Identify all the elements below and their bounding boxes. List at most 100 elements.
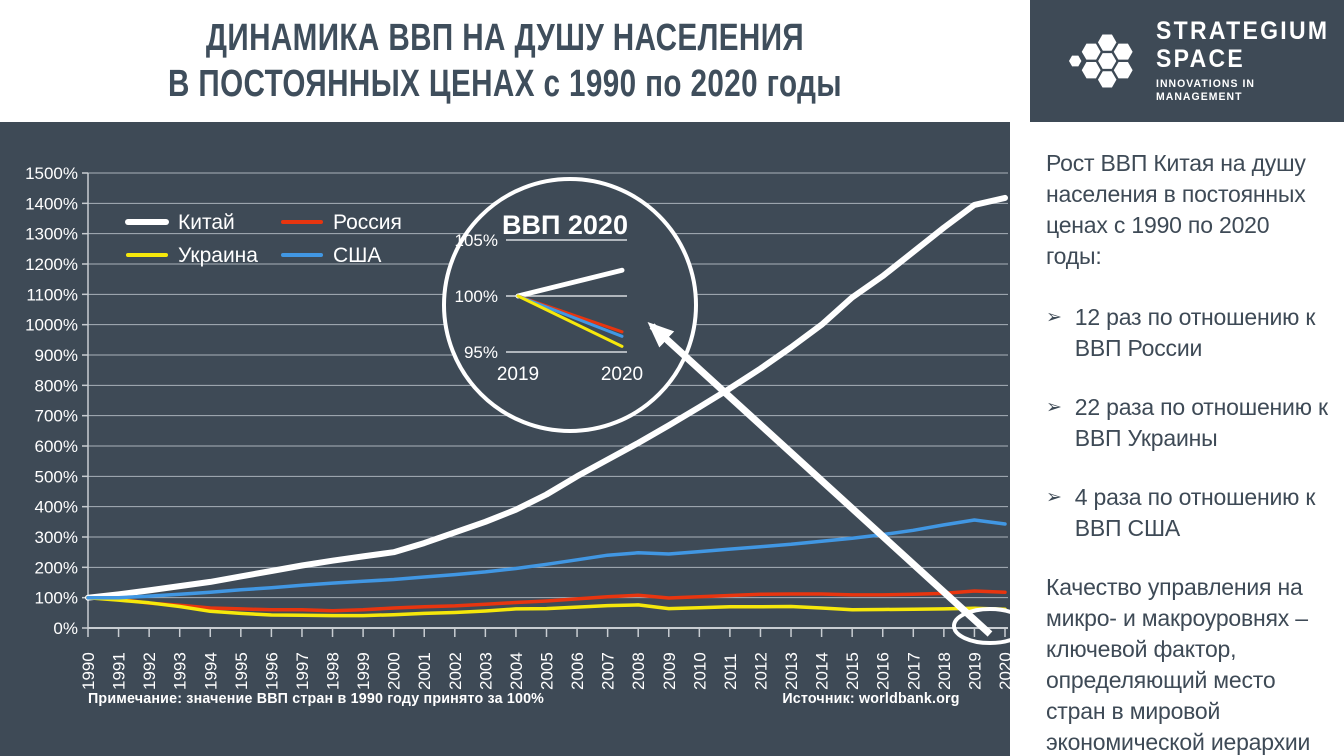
x-tick-label: 1990 bbox=[79, 652, 98, 690]
y-tick-label: 1500% bbox=[25, 164, 78, 183]
source-note: Источник: worldbank.org bbox=[782, 690, 960, 707]
x-tick-label: 1994 bbox=[201, 652, 220, 690]
series-lines bbox=[85, 194, 1008, 618]
sidebar-bullet: ➢ 22 раза по отношению к ВВП Украины bbox=[1046, 392, 1330, 454]
x-tick-label: 1991 bbox=[110, 652, 129, 690]
y-axis-labels: 0% 100% 200% 300% 400% 500% 600% 700% 800% 900% 10… bbox=[25, 164, 78, 638]
x-tick-label: 1995 bbox=[232, 652, 251, 690]
series-line-Украина bbox=[86, 595, 1007, 618]
y-tick-label: 500% bbox=[35, 467, 78, 486]
inset-x-label: 2020 bbox=[601, 364, 643, 385]
x-tick-label: 1992 bbox=[140, 652, 159, 690]
legend: Китай Россия Украина США bbox=[125, 211, 402, 267]
inset-series-line-США bbox=[516, 294, 624, 338]
legend-label-США: США bbox=[333, 244, 381, 267]
series-line-Россия bbox=[86, 589, 1007, 613]
page-title-line2: В ПОСТОЯННЫХ ЦЕНАХ с 1990 по 2020 годы bbox=[168, 63, 842, 105]
x-axis: 1990 1991 1992 1993 1994 1995 1996 1997 1998 1999… bbox=[79, 628, 1015, 690]
x-tick-label: 2017 bbox=[904, 652, 923, 690]
y-tick-label: 600% bbox=[35, 437, 78, 456]
logo: STRATEGIUM SPACE INNOVATIONS IN MANAGEME… bbox=[1030, 0, 1344, 122]
x-tick-label: 2011 bbox=[721, 653, 740, 690]
legend-label-Россия: Россия bbox=[333, 211, 402, 234]
y-tick-label: 800% bbox=[35, 376, 78, 395]
x-tick-label: 2007 bbox=[599, 652, 618, 690]
logo-hexagon bbox=[1079, 59, 1104, 81]
y-tick-label: 1200% bbox=[25, 255, 78, 274]
y-tick-label: 0% bbox=[53, 619, 78, 638]
bullet-arrow-icon: ➢ bbox=[1046, 487, 1062, 508]
x-tick-label: 2010 bbox=[690, 652, 709, 690]
y-tick-label: 1300% bbox=[25, 225, 78, 244]
x-tick-label: 2008 bbox=[629, 652, 648, 690]
series-line-Китай bbox=[85, 194, 1008, 601]
sidebar: Рост ВВП Китая на душу населения в посто… bbox=[1010, 122, 1344, 756]
y-tick-label: 900% bbox=[35, 346, 78, 365]
logo-hexagon bbox=[1079, 41, 1104, 63]
sidebar-bullet: ➢ 12 раз по отношению к ВВП России bbox=[1046, 302, 1330, 364]
x-tick-label: 2000 bbox=[385, 652, 404, 690]
y-tick-label: 400% bbox=[35, 498, 78, 517]
sidebar-outro: Качество управления на микро- и макроуро… bbox=[1046, 574, 1311, 755]
logo-name-top: STRATEGIUM bbox=[1155, 16, 1329, 45]
inset-y-label: 95% bbox=[464, 343, 498, 362]
legend-label-Украина: Украина bbox=[178, 244, 258, 267]
x-tick-label: 2015 bbox=[843, 652, 862, 690]
y-tick-label: 1000% bbox=[25, 316, 78, 335]
x-tick-label: 2002 bbox=[446, 652, 465, 690]
logo-tagline: INNOVATIONS IN MANAGEMENT bbox=[1155, 77, 1255, 103]
x-tick-label: 2001 bbox=[415, 652, 434, 690]
callout-arrow bbox=[647, 321, 993, 637]
title-band: ДИНАМИКА ВВП НА ДУШУ НАСЕЛЕНИЯ В ПОСТОЯН… bbox=[0, 0, 1010, 122]
inset-circle bbox=[442, 177, 698, 433]
logo-hexagons-icon bbox=[1066, 32, 1136, 90]
x-tick-label: 1996 bbox=[262, 652, 281, 690]
logo-hexagon bbox=[1110, 59, 1136, 81]
y-tick-label: 1400% bbox=[25, 194, 78, 213]
sidebar-bullet-list: ➢ 12 раз по отношению к ВВП России ➢ 22 раз… bbox=[1046, 302, 1330, 544]
bullet-text: 22 раза по отношению к ВВП Украины bbox=[1074, 394, 1328, 451]
inset-title: ВВП 2020 bbox=[502, 210, 628, 240]
x-tick-label: 2012 bbox=[751, 652, 770, 690]
y-tick-label: 1100% bbox=[26, 285, 78, 304]
chart-panel: 0% 100% 200% 300% 400% 500% 600% 700% 800% 900% 10… bbox=[0, 122, 1028, 756]
page-title-line1: ДИНАМИКА ВВП НА ДУШУ НАСЕЛЕНИЯ bbox=[205, 17, 805, 59]
y-tick-label: 700% bbox=[35, 407, 78, 426]
logo-hexagon bbox=[1066, 53, 1085, 69]
x-tick-label: 2016 bbox=[874, 652, 893, 690]
logo-name-bottom: SPACE bbox=[1155, 44, 1245, 73]
sidebar-bullet: ➢ 4 раза по отношению к ВВП США bbox=[1046, 482, 1330, 544]
x-tick-label: 2018 bbox=[935, 652, 954, 690]
inset-y-label: 105% bbox=[455, 231, 498, 250]
x-tick-label: 1993 bbox=[171, 652, 190, 690]
x-tick-label: 2013 bbox=[782, 652, 801, 690]
bullet-arrow-icon: ➢ bbox=[1046, 307, 1062, 328]
y-tick-label: 300% bbox=[35, 528, 78, 547]
sidebar-intro: Рост ВВП Китая на душу населения в посто… bbox=[1046, 150, 1306, 269]
x-tick-label: 2009 bbox=[660, 652, 679, 690]
inset-series-line-Украина bbox=[516, 294, 624, 348]
x-tick-label: 1997 bbox=[293, 652, 312, 690]
bullet-arrow-icon: ➢ bbox=[1046, 397, 1062, 418]
bullet-text: 4 раза по отношению к ВВП США bbox=[1074, 484, 1316, 541]
x-tick-label: 2006 bbox=[568, 652, 587, 690]
x-tick-label: 2005 bbox=[538, 652, 557, 690]
x-tick-label: 1998 bbox=[324, 652, 343, 690]
logo-hexagon bbox=[1110, 41, 1136, 63]
x-tick-label: 2019 bbox=[965, 652, 984, 690]
inset-x-label: 2019 bbox=[497, 364, 539, 385]
x-tick-label: 2014 bbox=[813, 652, 832, 690]
page-title: ДИНАМИКА ВВП НА ДУШУ НАСЕЛЕНИЯ В ПОСТОЯН… bbox=[111, 15, 899, 107]
x-tick-label: 2003 bbox=[476, 652, 495, 690]
x-tick-label: 1999 bbox=[354, 652, 373, 690]
inset-series-line-Китай bbox=[515, 267, 625, 299]
inset-y-label: 100% bbox=[455, 287, 498, 306]
x-tick-label: 2004 bbox=[507, 652, 526, 690]
y-tick-label: 200% bbox=[35, 558, 78, 577]
inset-chart: ВВП 2020 95% 100% 105% 2019 2020 bbox=[442, 177, 698, 433]
bullet-text: 12 раз по отношению к ВВП России bbox=[1074, 304, 1316, 361]
legend-label-Китай: Китай bbox=[178, 211, 235, 234]
gdp-line-chart: 0% 100% 200% 300% 400% 500% 600% 700% 800% 900% 10… bbox=[25, 164, 1028, 690]
footnote: Примечание: значение ВВП стран в 1990 го… bbox=[88, 690, 545, 707]
